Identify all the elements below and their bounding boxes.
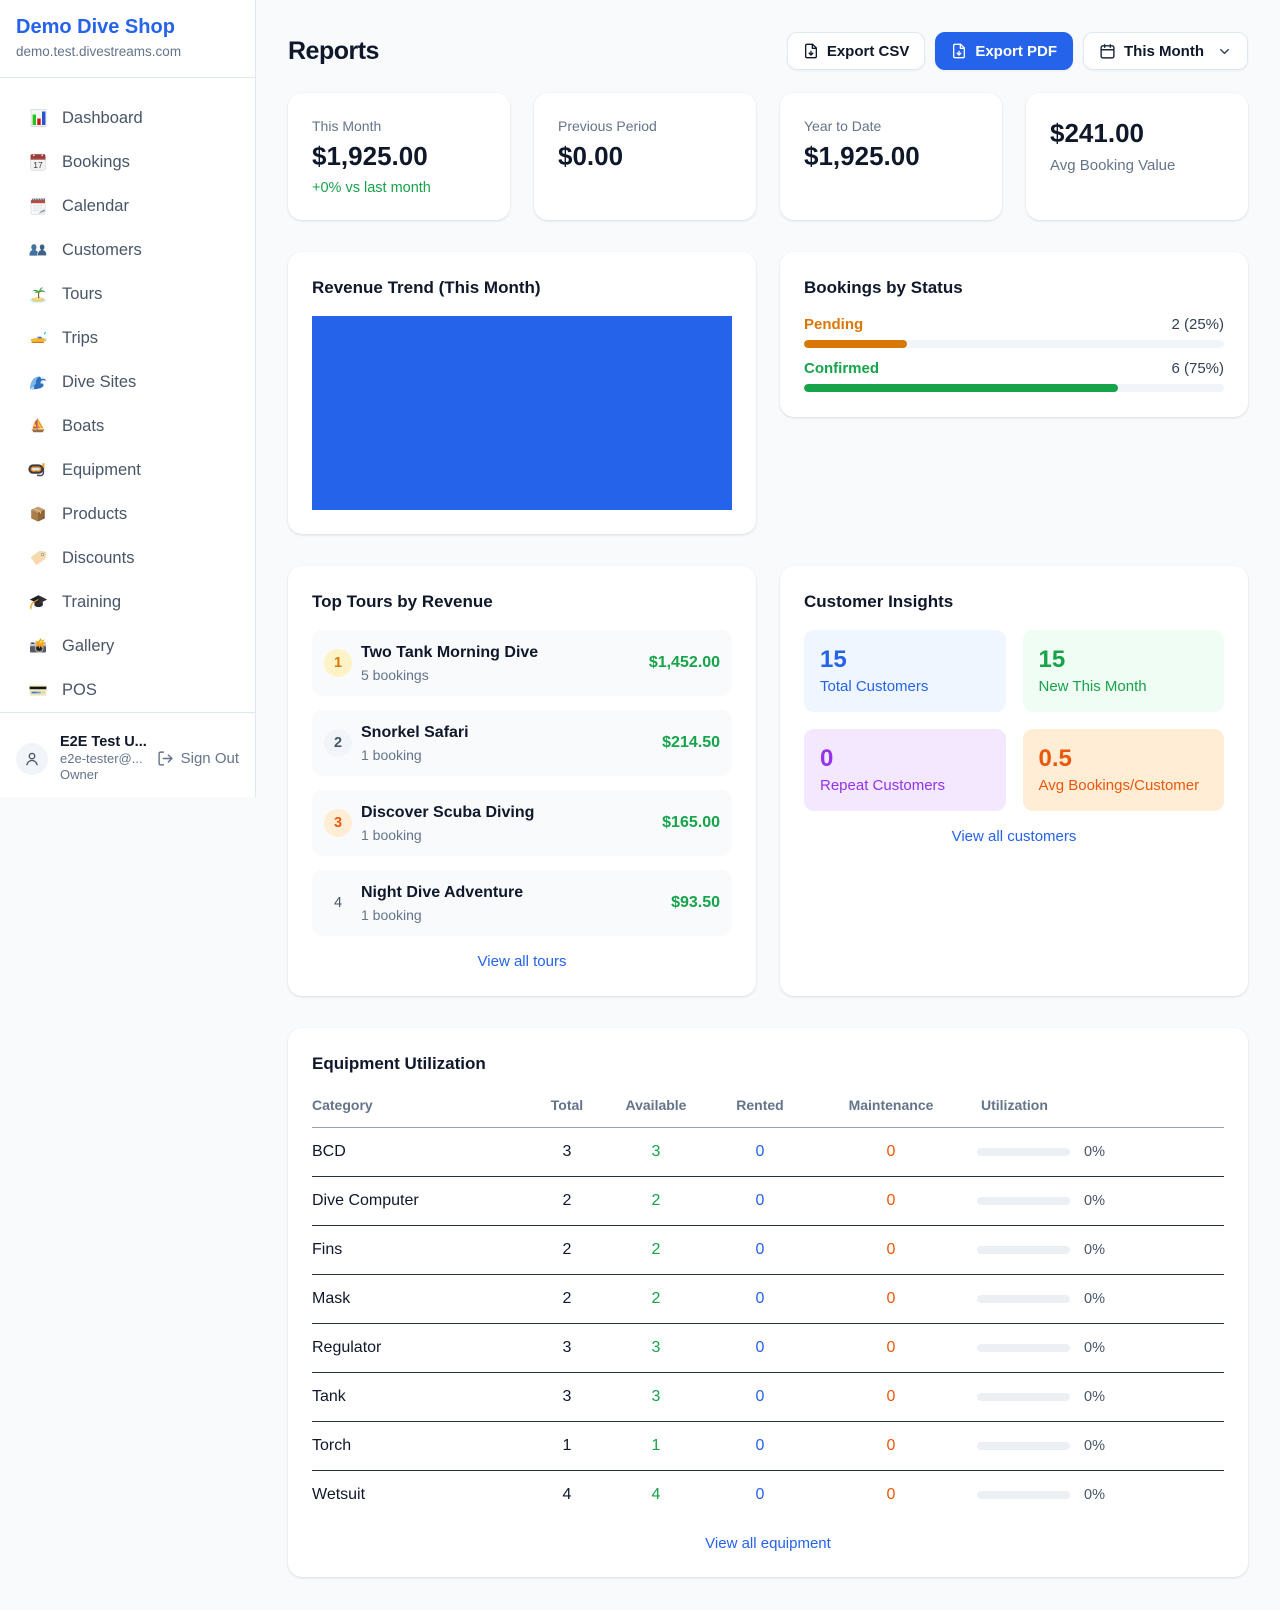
svg-text:17: 17 (33, 160, 43, 170)
